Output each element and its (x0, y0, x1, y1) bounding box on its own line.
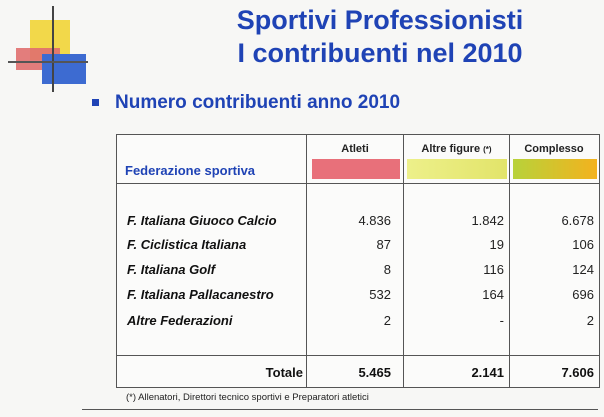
header-altre-figure-label: Altre figure (421, 143, 481, 155)
header-altre-figure: Altre figure (*) (404, 143, 509, 155)
cell-atleti: 8 (383, 262, 391, 277)
total-atleti: 5.465 (358, 365, 391, 380)
cell-altre: 1.842 (471, 213, 504, 228)
logo (8, 6, 88, 92)
title-line-2: I contribuenti nel 2010 (237, 38, 523, 68)
cell-altre: 164 (482, 287, 504, 302)
logo-blue-square (42, 54, 86, 84)
column-divider (403, 135, 404, 387)
cell-altre: 19 (489, 237, 504, 252)
total-complesso: 7.606 (561, 365, 594, 380)
cell-atleti: 4.836 (358, 213, 391, 228)
footnote: (*) Allenatori, Direttori tecnico sporti… (126, 392, 369, 403)
row-name: F. Ciclistica Italiana (127, 237, 247, 252)
cell-altre: - (499, 313, 504, 328)
cell-complesso: 106 (572, 237, 594, 252)
bottom-rule (82, 409, 598, 410)
row-name: Altre Federazioni (127, 313, 233, 328)
atleti-color-bar (312, 159, 400, 179)
page-title: Sportivi Professionisti I contribuenti n… (170, 4, 590, 70)
section-heading: Numero contribuenti anno 2010 (92, 92, 400, 114)
total-label: Totale (265, 365, 303, 380)
altre-color-bar (407, 159, 507, 179)
title-line-1: Sportivi Professionisti (236, 5, 524, 35)
section-heading-text: Numero contribuenti anno 2010 (115, 92, 401, 113)
complesso-color-bar (513, 159, 597, 179)
logo-horizontal-line (8, 61, 88, 63)
header-divider (117, 183, 599, 184)
logo-vertical-line (52, 6, 54, 92)
row-header-federazione: Federazione sportiva (125, 163, 256, 178)
row-name: F. Italiana Giuoco Calcio (127, 213, 277, 228)
cell-atleti: 87 (376, 237, 391, 252)
cell-atleti: 2 (383, 313, 391, 328)
cell-altre: 116 (483, 262, 504, 277)
cell-complesso: 2 (586, 313, 594, 328)
total-divider (117, 355, 599, 356)
cell-complesso: 124 (572, 262, 594, 277)
cell-complesso: 6.678 (561, 213, 594, 228)
bullet-icon (92, 99, 99, 107)
cell-atleti: 532 (369, 287, 391, 302)
total-altre: 2.141 (471, 365, 504, 380)
column-divider (306, 135, 307, 387)
contribuenti-table: Atleti Altre figure (*) Complesso Federa… (116, 134, 600, 388)
header-atleti: Atleti (341, 143, 369, 155)
header-complesso: Complesso (524, 143, 584, 155)
row-name: F. Italiana Golf (127, 262, 216, 277)
row-name: F. Italiana Pallacanestro (127, 287, 274, 302)
column-divider (509, 135, 510, 387)
header-altre-figure-note: (*) (483, 145, 492, 154)
cell-complesso: 696 (572, 287, 594, 302)
